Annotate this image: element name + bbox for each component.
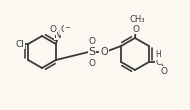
- Text: Cl: Cl: [15, 39, 24, 49]
- Text: O: O: [160, 67, 167, 75]
- Text: O: O: [100, 47, 108, 57]
- Text: O: O: [49, 25, 56, 34]
- Text: N: N: [55, 29, 62, 39]
- Text: H: H: [155, 50, 161, 59]
- Text: O: O: [132, 25, 139, 34]
- Text: C: C: [155, 58, 162, 67]
- Text: S: S: [88, 47, 96, 57]
- Text: O: O: [89, 59, 96, 68]
- Text: O: O: [60, 25, 67, 34]
- Text: CH₃: CH₃: [130, 15, 145, 24]
- Text: −: −: [64, 25, 70, 31]
- Text: O: O: [89, 37, 96, 46]
